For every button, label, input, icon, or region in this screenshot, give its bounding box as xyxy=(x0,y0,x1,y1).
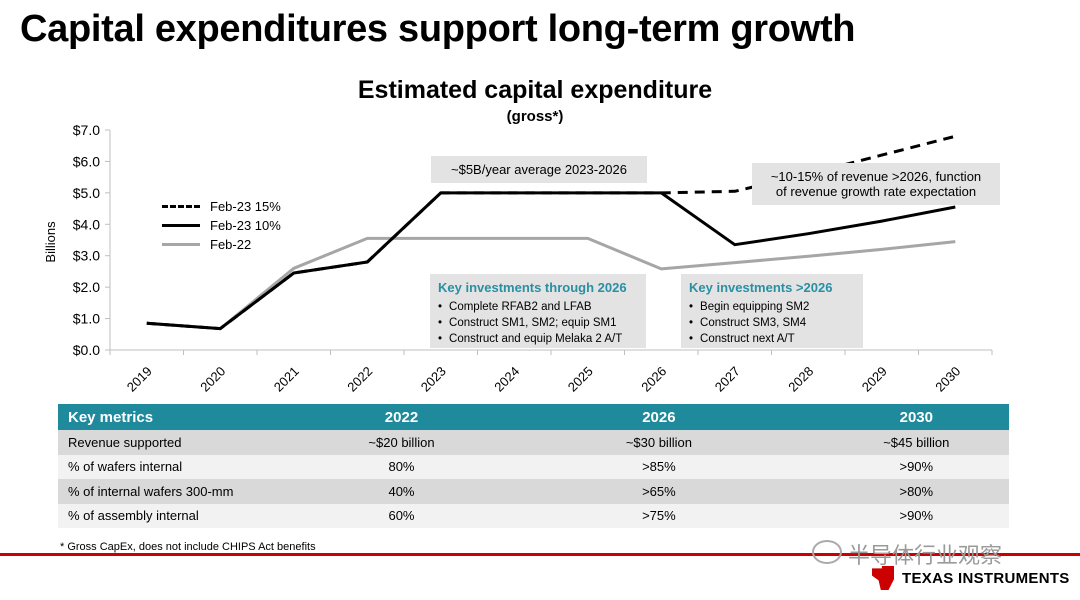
table-cell: 60% xyxy=(308,503,495,528)
x-tick-label: 2020 xyxy=(197,364,228,395)
table-header: Key metrics xyxy=(58,404,309,430)
series-line-feb-23-10- xyxy=(146,191,956,331)
legend-label: Feb-23 15% xyxy=(210,199,281,214)
list-item: Begin equipping SM2 xyxy=(689,299,855,315)
y-tick-label: $2.0 xyxy=(73,279,100,295)
box-heading: Key investments >2026 xyxy=(689,280,833,295)
table-cell: 40% xyxy=(308,479,495,504)
y-tick-label: $6.0 xyxy=(73,153,100,169)
table-cell: ~$20 billion xyxy=(308,430,495,455)
ti-logo-icon xyxy=(872,566,894,590)
table-cell: >90% xyxy=(823,454,1009,479)
post2026-callout: ~10-15% of revenue >2026, function of re… xyxy=(752,163,1000,205)
legend-swatch-gray xyxy=(162,243,200,246)
table-cell: ~$30 billion xyxy=(494,430,824,455)
y-tick-label: $3.0 xyxy=(73,248,100,264)
table-cell: % of wafers internal xyxy=(58,454,309,479)
table-row: Revenue supported ~$20 billion ~$30 bill… xyxy=(58,430,1009,455)
y-tick-label: $7.0 xyxy=(73,122,100,138)
y-tick-label: $5.0 xyxy=(73,185,100,201)
list-item: Construct next A/T xyxy=(689,331,855,347)
investments-post-2026-box: Key investments >2026 Begin equipping SM… xyxy=(681,274,863,348)
y-tick-label: $0.0 xyxy=(73,342,100,358)
table-cell: Revenue supported xyxy=(58,430,309,455)
box-heading: Key investments through 2026 xyxy=(438,280,627,295)
table-cell: >75% xyxy=(494,503,824,528)
table-cell: % of internal wafers 300-mm xyxy=(58,479,309,504)
legend-item-feb22: Feb-22 xyxy=(162,235,281,254)
post2026-callout-line1: ~10-15% of revenue >2026, function xyxy=(770,169,982,184)
investments-through-2026-box: Key investments through 2026 Complete RF… xyxy=(430,274,646,348)
x-tick-label: 2026 xyxy=(638,364,669,395)
divider-line xyxy=(0,553,1080,556)
list-item: Construct SM3, SM4 xyxy=(689,315,855,331)
table-header-row: Key metrics 2022 2026 2030 xyxy=(58,404,1009,430)
x-tick-label: 2023 xyxy=(418,364,449,395)
legend-swatch-solid xyxy=(162,224,200,227)
legend-label: Feb-22 xyxy=(210,237,252,252)
table-cell: >65% xyxy=(494,479,824,504)
x-tick-label: 2021 xyxy=(271,364,302,395)
table-cell: >80% xyxy=(823,479,1009,504)
chart-legend: Feb-23 15% Feb-23 10% Feb-22 xyxy=(162,197,281,254)
table-row: % of assembly internal 60% >75% >90% xyxy=(58,503,1009,528)
post2026-callout-line2: of revenue growth rate expectation xyxy=(775,184,977,199)
chart-title: Estimated capital expenditure xyxy=(357,76,713,104)
table-header: 2030 xyxy=(823,404,1009,430)
average-callout: ~$5B/year average 2023-2026 xyxy=(431,156,647,183)
x-tick-label: 2029 xyxy=(859,364,890,395)
table-cell: % of assembly internal xyxy=(58,503,309,528)
y-tick-label: $4.0 xyxy=(73,216,100,232)
list-item: Construct SM1, SM2; equip SM1 xyxy=(438,315,638,331)
x-tick-label: 2024 xyxy=(491,364,522,395)
watermark: 半导体行业观察 xyxy=(848,543,1003,568)
x-tick-label: 2028 xyxy=(785,364,816,395)
table-row: % of internal wafers 300-mm 40% >65% >80… xyxy=(58,479,1009,504)
legend-item-feb23-15: Feb-23 15% xyxy=(162,197,281,216)
x-tick-label: 2025 xyxy=(565,364,596,395)
legend-item-feb23-10: Feb-23 10% xyxy=(162,216,281,235)
table-cell: 80% xyxy=(308,454,495,479)
table-cell: ~$45 billion xyxy=(823,430,1009,455)
footnote: * Gross CapEx, does not include CHIPS Ac… xyxy=(60,541,316,553)
legend-label: Feb-23 10% xyxy=(210,218,281,233)
series-line-feb-22 xyxy=(146,236,956,331)
table-row: % of wafers internal 80% >85% >90% xyxy=(58,454,1009,479)
legend-swatch-dashed xyxy=(162,205,200,208)
table-header: 2026 xyxy=(494,404,824,430)
table-header: 2022 xyxy=(308,404,495,430)
list-item: Complete RFAB2 and LFAB xyxy=(438,299,638,315)
x-tick-label: 2030 xyxy=(932,364,963,395)
x-tick-label: 2019 xyxy=(124,364,155,395)
x-tick-label: 2022 xyxy=(344,364,375,395)
y-tick-label: $1.0 xyxy=(73,311,100,327)
y-axis-label: Billions xyxy=(43,221,58,263)
chart-subtitle: (gross*) xyxy=(506,108,564,125)
table-cell: >90% xyxy=(823,503,1009,528)
table-cell: >85% xyxy=(494,454,824,479)
ti-logo-text: TEXAS INSTRUMENTS xyxy=(902,569,1070,587)
wechat-icon xyxy=(812,540,842,564)
slide-title: Capital expenditures support long-term g… xyxy=(20,8,856,50)
list-item: Construct and equip Melaka 2 A/T xyxy=(438,331,638,347)
ti-logo: TEXAS INSTRUMENTS xyxy=(872,566,1070,590)
x-tick-label: 2027 xyxy=(712,364,743,395)
key-metrics-table: Key metrics 2022 2026 2030 Revenue suppo… xyxy=(58,404,1009,528)
